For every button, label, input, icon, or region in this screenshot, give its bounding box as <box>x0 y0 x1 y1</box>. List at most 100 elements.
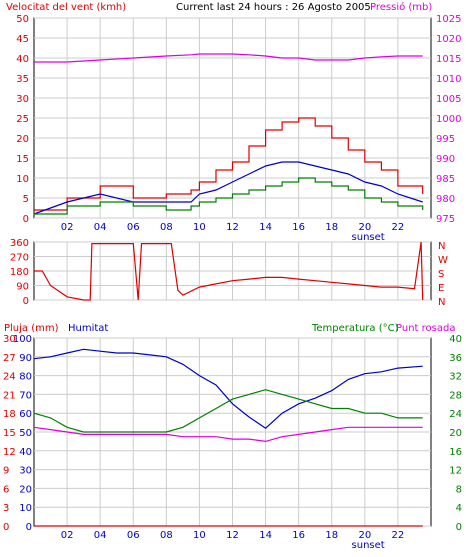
temperature-tick-label: 36 <box>449 353 462 364</box>
sunset-label: sunset <box>352 232 385 243</box>
hour-tick-label: 18 <box>325 530 338 541</box>
wind-tick-label: 40 <box>16 54 29 65</box>
wind-gust-line <box>34 177 424 215</box>
hour-tick-label: 14 <box>259 530 272 541</box>
hour-tick-label: 08 <box>160 530 173 541</box>
temperature-tick-label: 24 <box>449 409 462 420</box>
wind-speed-line <box>34 117 424 211</box>
wind-tick-label: 25 <box>16 114 29 125</box>
humidity-axis-label: Humitat <box>68 323 108 334</box>
temperature-axis-label: Temperatura (°C) <box>311 323 399 334</box>
pressure-tick-label: 1020 <box>436 34 461 45</box>
humidity-line <box>33 348 423 429</box>
compass-label: N <box>438 241 445 252</box>
sunset-label: sunset <box>352 540 385 551</box>
temperature-tick-label: 40 <box>449 334 462 345</box>
temperature-tick-label: 32 <box>449 372 462 383</box>
wind-axis-label: Velocitat del vent (kmh) <box>6 2 126 13</box>
wind-tick-label: 15 <box>16 154 29 165</box>
hour-tick-label: 18 <box>325 222 338 233</box>
pressure-tick-label: 1025 <box>436 14 461 25</box>
temperature-tick-label: 28 <box>449 390 462 401</box>
wind-tick-label: 45 <box>16 34 29 45</box>
hour-tick-label: 16 <box>292 530 305 541</box>
compass-label: N <box>438 297 445 308</box>
pressure-tick-label: 985 <box>436 174 455 185</box>
rain-axis-label: Pluja (mm) <box>4 323 59 334</box>
pressure-tick-label: 975 <box>436 214 455 225</box>
direction-tick-label: 0 <box>23 296 29 307</box>
hour-tick-label: 06 <box>127 530 140 541</box>
hour-tick-label: 22 <box>392 222 405 233</box>
hour-tick-label: 04 <box>94 222 107 233</box>
direction-tick-label: 360 <box>10 238 29 249</box>
hour-tick-label: 14 <box>259 222 272 233</box>
humidity-tick-label: 0 <box>26 522 32 533</box>
hour-tick-label: 20 <box>358 222 371 233</box>
wind-average-line <box>33 161 423 215</box>
pressure-tick-label: 990 <box>436 154 455 165</box>
rain-tick-label: 3 <box>3 503 9 514</box>
wind-tick-label: 20 <box>16 134 29 145</box>
dewpoint-axis-label: Punt rosada <box>396 323 455 334</box>
wind-direction-line <box>34 241 424 301</box>
temperature-tick-label: 0 <box>456 522 462 533</box>
pressure-tick-label: 1000 <box>436 114 461 125</box>
pressure-tick-label: 1005 <box>436 94 461 105</box>
rain-tick-label: 18 <box>3 409 16 420</box>
hour-tick-label: 12 <box>226 530 239 541</box>
pressure-tick-label: 980 <box>436 194 455 205</box>
humidity-tick-label: 20 <box>19 484 32 495</box>
humidity-tick-label: 90 <box>19 353 32 364</box>
temperature-tick-label: 12 <box>449 466 462 477</box>
wind-tick-label: 35 <box>16 74 29 85</box>
humidity-tick-label: 50 <box>19 428 32 439</box>
hour-tick-label: 22 <box>392 530 405 541</box>
pressure-axis-label: Pressió (mb) <box>370 1 432 13</box>
humidity-tick-label: 70 <box>19 390 32 401</box>
rain-tick-label: 0 <box>3 522 9 533</box>
pressure-tick-label: 995 <box>436 134 455 145</box>
rain-tick-label: 21 <box>3 390 16 401</box>
hour-tick-label: 16 <box>292 222 305 233</box>
hour-tick-label: 12 <box>226 222 239 233</box>
humidity-tick-label: 10 <box>19 503 32 514</box>
rain-tick-label: 30 <box>3 334 16 345</box>
chart-title: Current last 24 hours : 26 Agosto 2005 <box>176 2 371 13</box>
wind-tick-label: 50 <box>16 14 29 25</box>
rain-tick-label: 9 <box>3 466 9 477</box>
hour-tick-label: 10 <box>193 530 206 541</box>
pressure-line <box>34 53 423 63</box>
rain-tick-label: 15 <box>3 428 16 439</box>
hour-tick-label: 04 <box>94 530 107 541</box>
hour-tick-label: 02 <box>61 530 74 541</box>
hour-tick-label: 10 <box>193 222 206 233</box>
pressure-tick-label: 1015 <box>436 54 461 65</box>
compass-label: W <box>438 255 448 266</box>
temperature-tick-label: 16 <box>449 447 462 458</box>
wind-tick-label: 5 <box>23 194 29 205</box>
direction-tick-label: 90 <box>16 282 29 293</box>
compass-label: S <box>438 269 444 280</box>
rain-tick-label: 6 <box>3 484 9 495</box>
rain-tick-label: 24 <box>3 372 16 383</box>
wind-tick-label: 30 <box>16 94 29 105</box>
hour-tick-label: 02 <box>61 222 74 233</box>
temperature-tick-label: 4 <box>456 503 462 514</box>
temperature-tick-label: 20 <box>449 428 462 439</box>
rain-tick-label: 12 <box>3 447 16 458</box>
wind-tick-label: 10 <box>16 174 29 185</box>
direction-tick-label: 180 <box>10 267 29 278</box>
hour-tick-label: 20 <box>358 530 371 541</box>
humidity-tick-label: 60 <box>19 409 32 420</box>
compass-label: E <box>438 283 444 294</box>
wind-tick-label: 0 <box>23 214 29 225</box>
hour-tick-label: 06 <box>127 222 140 233</box>
humidity-tick-label: 100 <box>13 334 32 345</box>
direction-tick-label: 270 <box>10 253 29 264</box>
temperature-tick-label: 8 <box>456 484 462 495</box>
rain-tick-label: 27 <box>3 353 16 364</box>
dewpoint-line <box>33 426 423 443</box>
